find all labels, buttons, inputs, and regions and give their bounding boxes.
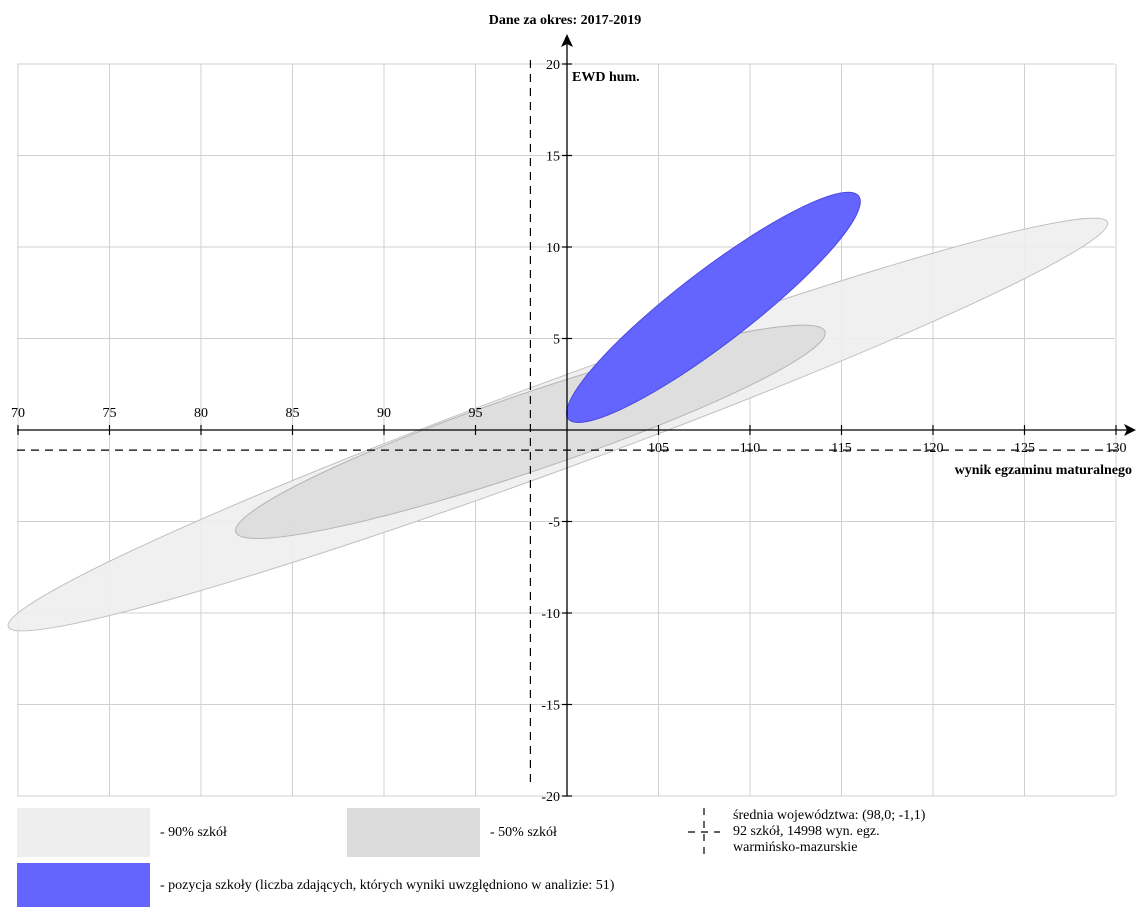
x-tick-label: 105: [648, 441, 669, 456]
x-axis-label: wynik egzaminu maturalnego: [955, 463, 1132, 478]
chart-title: Dane za okres: 2017-2019: [489, 13, 642, 28]
legend-swatch-school: [17, 863, 150, 907]
x-tick-label: 85: [286, 406, 300, 421]
x-tick-label: 90: [377, 406, 391, 421]
legend-swatch-50: [347, 808, 480, 857]
y-tick-label: 20: [546, 58, 560, 73]
y-tick-label: -15: [541, 699, 560, 714]
x-tick-label: 70: [11, 406, 25, 421]
mean-cross-icon: [688, 808, 720, 854]
x-tick-label: 110: [740, 441, 760, 456]
legend-mean-line1: średnia województwa: (98,0; -1,1): [733, 808, 926, 823]
y-axis-arrow-icon: [561, 34, 573, 47]
region-ellipse-school: [566, 191, 861, 424]
legend-swatch-90: [17, 808, 150, 857]
x-tick-label: 115: [831, 441, 851, 456]
y-tick-label: 15: [546, 150, 560, 165]
y-tick-label: 10: [546, 241, 560, 256]
legend-mean-line3: warmińsko-mazurskie: [733, 840, 858, 855]
legend-label-school: - pozycja szkoły (liczba zdających, któr…: [160, 878, 615, 893]
x-axis-arrow-icon: [1124, 424, 1136, 436]
x-tick-label: 120: [923, 441, 944, 456]
y-axis-label: EWD hum.: [572, 70, 640, 85]
y-tick-label: -5: [548, 516, 560, 531]
y-tick-label: -10: [541, 607, 560, 622]
legend-mean-line2: 92 szkół, 14998 wyn. egz.: [733, 824, 880, 839]
legend-label-90: - 90% szkół: [160, 825, 227, 840]
x-tick-label: 75: [103, 406, 117, 421]
x-tick-label: 95: [469, 406, 483, 421]
y-tick-label: 5: [553, 333, 560, 348]
x-tick-label: 80: [194, 406, 208, 421]
legend-label-50: - 50% szkół: [490, 825, 557, 840]
x-tick-label: 125: [1014, 441, 1035, 456]
y-tick-label: -20: [541, 790, 560, 805]
x-tick-label: 130: [1106, 441, 1127, 456]
